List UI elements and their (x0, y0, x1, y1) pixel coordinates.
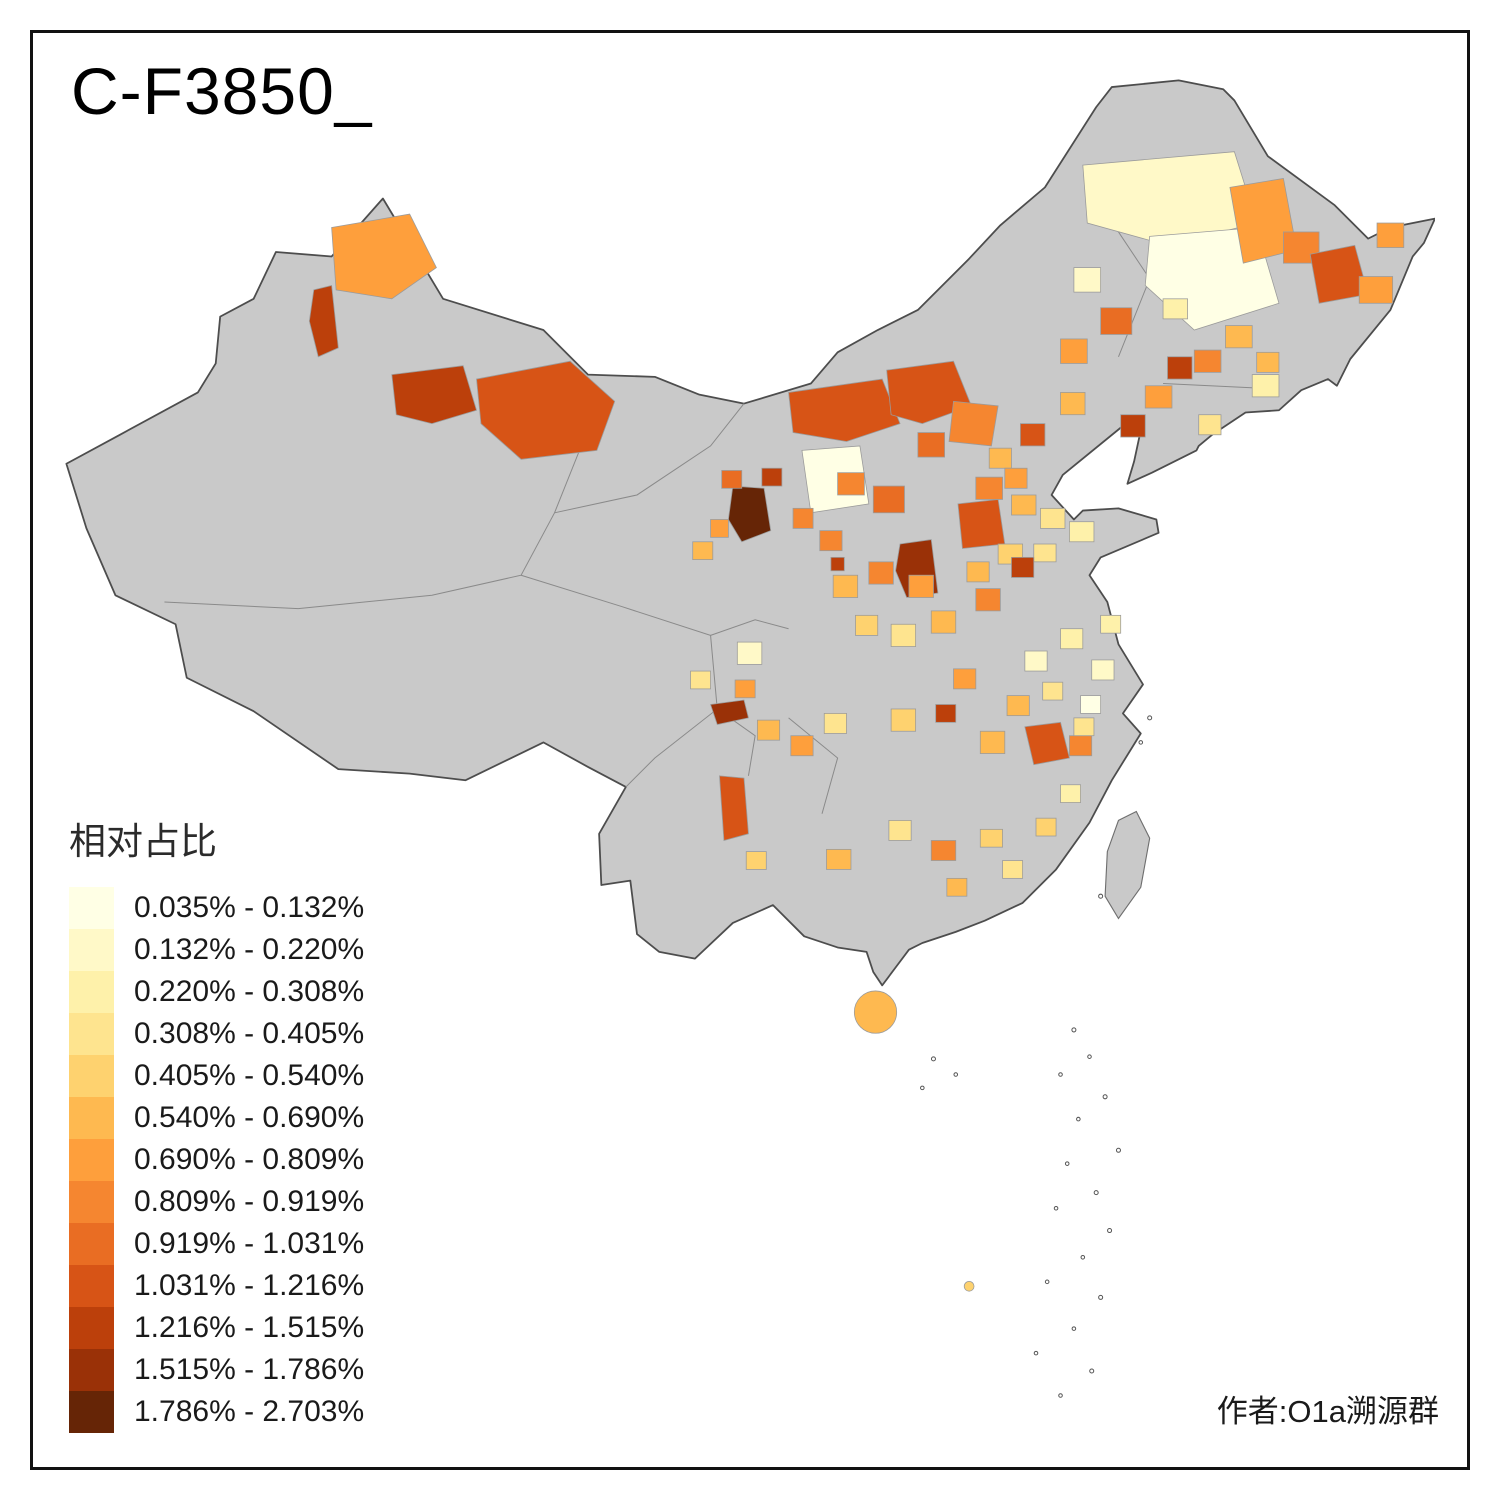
legend-swatch (69, 971, 114, 1013)
legend-swatch (69, 1139, 114, 1181)
legend-item: 0.308% - 0.405% (69, 1013, 364, 1055)
legend-label: 0.035% - 0.132% (134, 891, 365, 924)
legend-item: 1.515% - 1.786% (69, 1349, 364, 1391)
legend-item: 0.690% - 0.809% (69, 1139, 364, 1181)
legend-item: 0.405% - 0.540% (69, 1055, 364, 1097)
legend-label: 0.220% - 0.308% (134, 975, 365, 1008)
taiwan-island (1104, 810, 1151, 920)
legend-item: 1.786% - 2.703% (69, 1391, 364, 1433)
hainan-island (853, 990, 898, 1034)
plot-frame: C-F3850_ 相对占比 0.035% - 0.132% 0.132% - 0… (30, 30, 1470, 1470)
legend-swatch (69, 1265, 114, 1307)
legend-label: 0.690% - 0.809% (134, 1143, 365, 1176)
legend-rows: 0.035% - 0.132% 0.132% - 0.220% 0.220% -… (69, 887, 364, 1433)
legend-item: 0.220% - 0.308% (69, 971, 364, 1013)
legend-label: 0.132% - 0.220% (134, 933, 365, 966)
legend-title: 相对占比 (69, 821, 217, 862)
legend-item: 0.540% - 0.690% (69, 1097, 364, 1139)
legend-label: 1.786% - 2.703% (134, 1395, 365, 1428)
legend-item: 0.809% - 0.919% (69, 1181, 364, 1223)
legend-item: 0.035% - 0.132% (69, 887, 364, 929)
legend-item: 0.919% - 1.031% (69, 1223, 364, 1265)
legend-label: 0.809% - 0.919% (134, 1185, 365, 1218)
legend-swatch (69, 1391, 114, 1433)
legend-item: 0.132% - 0.220% (69, 929, 364, 971)
legend-label: 0.540% - 0.690% (134, 1101, 365, 1134)
legend-swatch (69, 1055, 114, 1097)
legend-label: 0.405% - 0.540% (134, 1059, 365, 1092)
legend-swatch (69, 929, 114, 971)
legend-swatch (69, 1349, 114, 1391)
legend-swatch (69, 1307, 114, 1349)
legend-swatch (69, 887, 114, 929)
plot-title: C-F3850_ (71, 54, 373, 128)
attribution: 作者:O1a溯源群 (1216, 1394, 1439, 1429)
legend-swatch (69, 1181, 114, 1223)
legend-label: 1.216% - 1.515% (134, 1311, 365, 1344)
legend-item: 1.216% - 1.515% (69, 1307, 364, 1349)
map-svg (65, 79, 1435, 1398)
legend-label: 1.031% - 1.216% (134, 1269, 365, 1302)
legend-label: 1.515% - 1.786% (134, 1353, 365, 1386)
legend-swatch (69, 1223, 114, 1265)
sea-islands (920, 715, 1153, 1398)
legend-swatch (69, 1097, 114, 1139)
legend-label: 0.919% - 1.031% (134, 1227, 365, 1260)
legend-swatch (69, 1013, 114, 1055)
legend-label: 0.308% - 0.405% (134, 1017, 365, 1050)
legend: 相对占比 0.035% - 0.132% 0.132% - 0.220% 0.2… (69, 811, 364, 1433)
legend-item: 1.031% - 1.216% (69, 1265, 364, 1307)
china-choropleth-map (53, 67, 1435, 1471)
choropleth-regions (308, 151, 1405, 1292)
